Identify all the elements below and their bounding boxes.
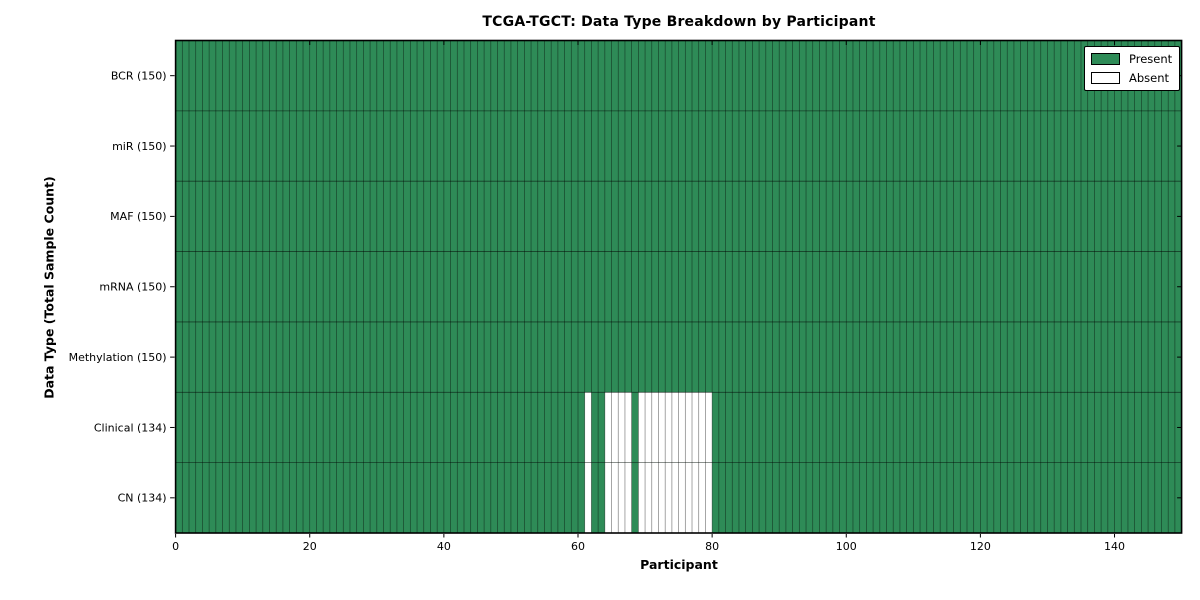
x-tick-label: 40 <box>437 540 451 553</box>
y-tick-label: BCR (150) <box>111 69 167 82</box>
legend-item-absent: Absent <box>1091 71 1172 85</box>
y-tick-label: mRNA (150) <box>99 281 166 294</box>
x-tick-label: 0 <box>172 540 179 553</box>
legend: Present Absent <box>1084 46 1181 91</box>
absent-cells <box>638 462 713 533</box>
chart-title: TCGA-TGCT: Data Type Breakdown by Partic… <box>482 14 876 30</box>
legend-label-absent: Absent <box>1129 71 1170 85</box>
absent-cells <box>584 392 592 463</box>
y-axis-label: Data Type (Total Sample Count) <box>41 176 57 399</box>
x-tick-label: 140 <box>1104 540 1125 553</box>
absent-cells <box>638 392 713 463</box>
legend-swatch-absent-icon <box>1091 72 1120 84</box>
y-tick-label: CN (134) <box>118 492 167 505</box>
x-axis-label: Participant <box>640 557 718 572</box>
y-tick-label: MAF (150) <box>110 210 166 223</box>
x-tick-label: 60 <box>571 540 585 553</box>
y-tick-label: Clinical (134) <box>94 421 167 434</box>
x-tick-label: 120 <box>970 540 991 553</box>
legend-item-present: Present <box>1091 52 1172 66</box>
legend-swatch-present-icon <box>1091 53 1120 65</box>
legend-label-present: Present <box>1129 52 1173 66</box>
x-tick-label: 80 <box>705 540 719 553</box>
x-tick-label: 100 <box>836 540 857 553</box>
absent-cells <box>584 462 592 533</box>
x-tick-label: 20 <box>303 540 317 553</box>
y-tick-label: Methylation (150) <box>69 351 167 364</box>
y-tick-label: miR (150) <box>112 140 167 153</box>
